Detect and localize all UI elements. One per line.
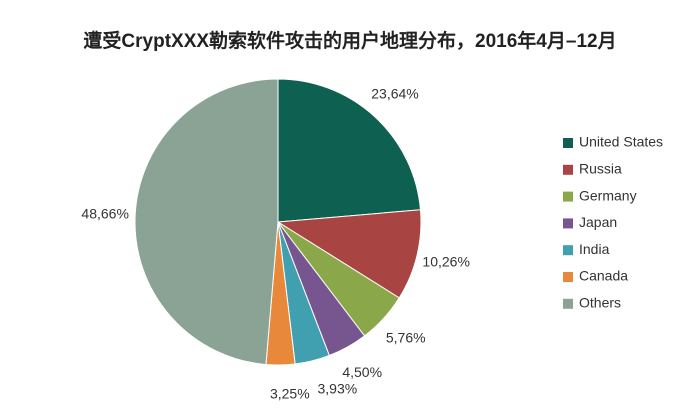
- data-label: 23,64%: [371, 85, 418, 101]
- legend-label: Others: [579, 295, 621, 311]
- legend-swatch: [563, 218, 573, 229]
- data-label: 5,76%: [386, 329, 426, 345]
- legend-label: India: [579, 241, 610, 257]
- legend-swatch: [563, 164, 573, 175]
- data-label: 3,25%: [270, 386, 310, 402]
- legend-label: Japan: [579, 214, 617, 230]
- legend-label: Canada: [579, 268, 628, 284]
- data-label: 3,93%: [317, 381, 357, 397]
- data-label: 10,26%: [422, 253, 469, 269]
- pie-slice: [134, 78, 279, 366]
- legend-swatch: [563, 138, 573, 148]
- pie-slice: [277, 78, 422, 223]
- pie-slice: [276, 209, 422, 299]
- legend-swatch: [563, 298, 573, 309]
- chart-title: 遭受CryptXXX勒索软件攻击的用户地理分布，2016年4月–12月: [83, 29, 616, 52]
- data-label: 4,50%: [342, 364, 382, 380]
- legend-swatch: [563, 245, 573, 256]
- data-label: 48,66%: [81, 205, 128, 221]
- legend-swatch: [563, 272, 573, 282]
- legend-label: Russia: [579, 161, 622, 177]
- legend-label: Germany: [579, 187, 637, 203]
- legend-swatch: [563, 191, 573, 202]
- legend-label: United States: [579, 134, 663, 150]
